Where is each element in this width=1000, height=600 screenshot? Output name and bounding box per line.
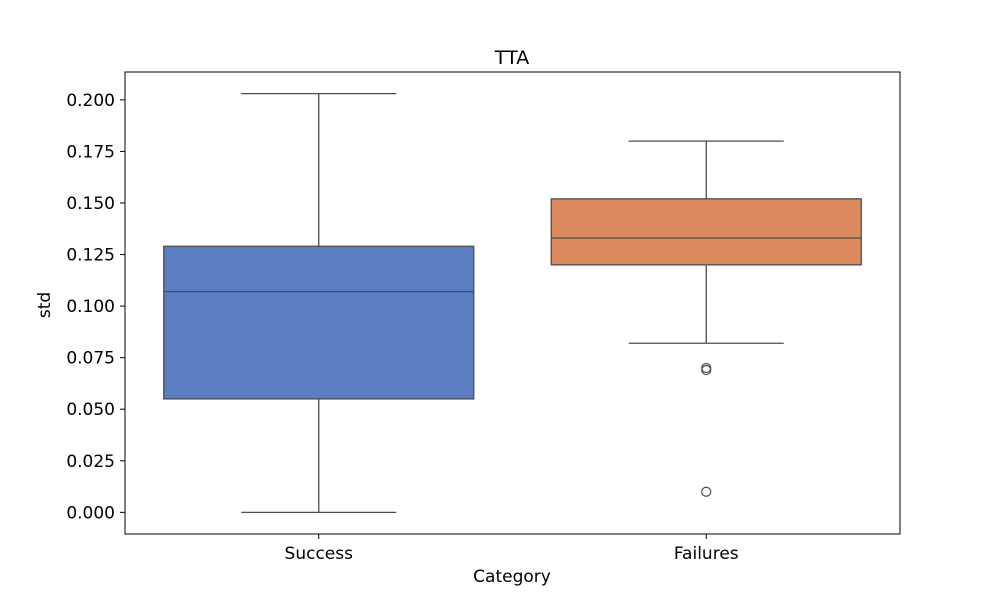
x-tick-label: Success [285,544,354,564]
y-axis-label: std [35,292,55,318]
y-tick-label: 0.050 [66,400,115,420]
box-body [550,198,862,266]
box-series [163,93,862,513]
y-tick-label: 0.150 [66,194,115,214]
box-body [163,245,475,400]
outlier-point [701,486,712,497]
y-tick-label: 0.025 [66,452,115,472]
outlier-point [701,364,712,376]
y-tick-label: 0.075 [66,349,115,369]
y-tick-label: 0.100 [66,297,115,317]
y-axis: 0.000 0.025 0.050 0.075 0.100 0.125 0.150 0.175… [66,91,125,523]
outlier-point [701,362,712,374]
y-tick-label: 0.200 [66,91,115,111]
plot-area-frame [124,71,901,535]
box-success [163,93,475,513]
y-tick-label: 0.000 [66,503,115,523]
y-tick-label: 0.125 [66,246,115,266]
box-failures [550,140,862,497]
x-tick-label: Failures [674,544,739,564]
x-axis: Success Failures [285,534,739,564]
x-axis-label: Category [473,567,551,587]
chart-title: TTA [494,47,529,69]
y-tick-label: 0.175 [66,142,115,162]
